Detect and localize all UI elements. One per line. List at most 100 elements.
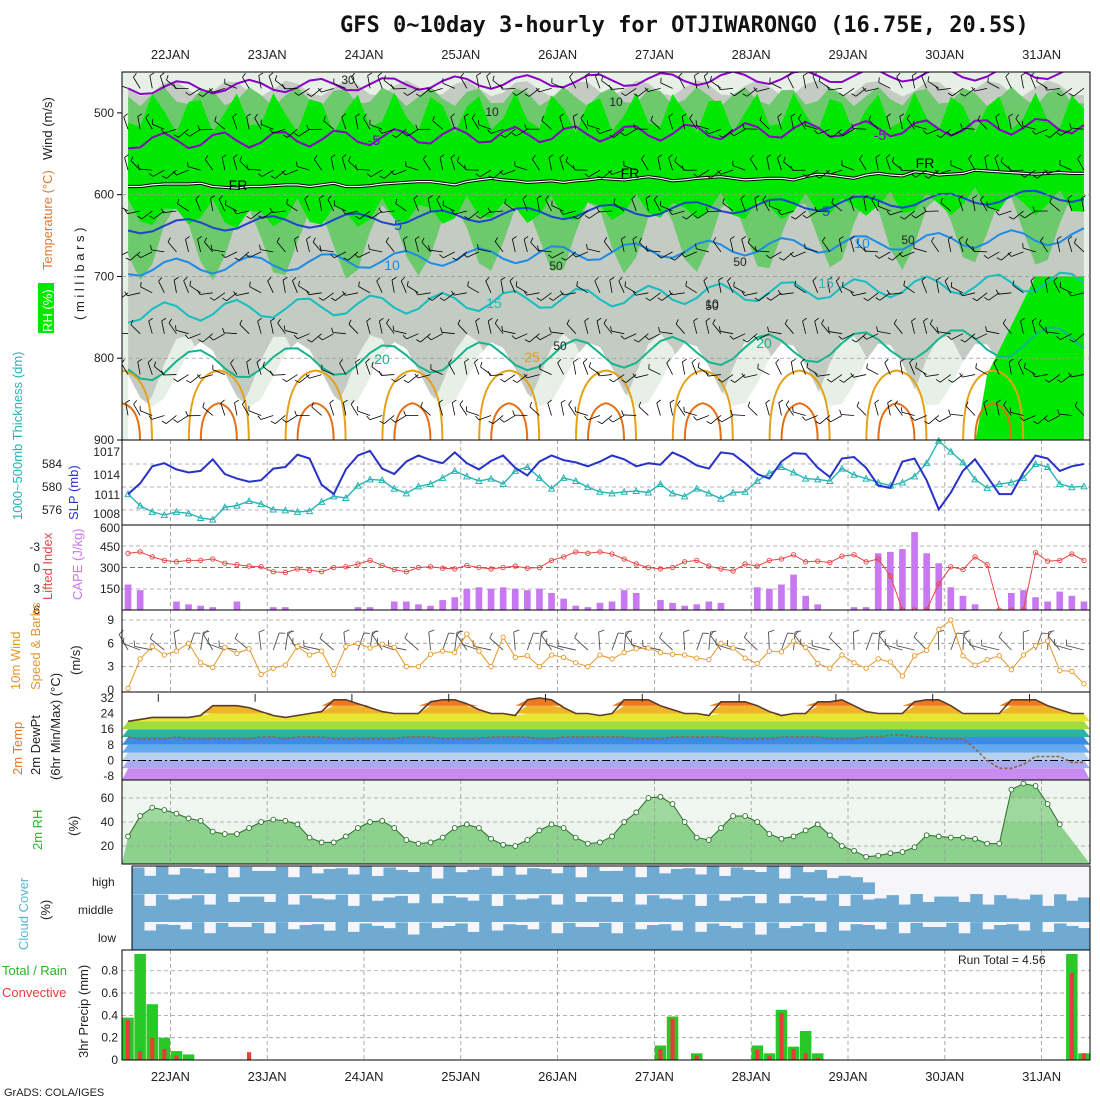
cape-bar (499, 587, 507, 610)
wind-barb (189, 285, 201, 294)
wind-barb-flag (827, 134, 833, 138)
rh-marker (1020, 780, 1027, 787)
wind-barb-flag (802, 317, 807, 322)
cloud-bar (814, 931, 828, 950)
wind-barb (696, 248, 709, 253)
precip-conv-bar (150, 1037, 155, 1060)
wind10-barb-flag (768, 629, 775, 633)
cloud-bar (132, 922, 145, 950)
thickness-marker (753, 476, 762, 484)
wind-barb (286, 203, 298, 212)
wind-barb (865, 87, 879, 92)
wind10-barb (998, 636, 1012, 651)
wind-barb-flag (122, 359, 125, 364)
rh-marker (839, 843, 845, 849)
wind-barb (249, 251, 262, 258)
wind-barb (765, 402, 770, 416)
wind-barb-flag (947, 335, 952, 340)
wind-barb (623, 414, 637, 416)
wind-barb (806, 169, 818, 178)
wind-barb (938, 169, 951, 175)
wind-barb-flag (603, 318, 607, 324)
wind-barb-flag (784, 319, 788, 324)
wind-barb-flag (876, 326, 878, 332)
wind-barb (975, 367, 988, 375)
wind10-tick: 9 (107, 613, 114, 627)
wind-barb-flag (245, 253, 250, 258)
wind-barb-flag (705, 371, 709, 377)
wind10-marker (210, 664, 216, 671)
wind-barb-flag (1033, 421, 1038, 425)
wind-barb (124, 157, 129, 171)
wind-barb (793, 411, 806, 416)
lifted-index-marker (790, 552, 797, 558)
wind-barb (277, 322, 286, 334)
wind-barb-flag (195, 195, 200, 200)
temp2m-axis-label-b: 2m DewPt (28, 715, 43, 775)
wind-barb (431, 333, 443, 341)
cloud-bar (886, 895, 899, 922)
wind-barb-flag (1024, 362, 1026, 368)
wind-barb-flag (512, 92, 517, 96)
wind-barb-flag (269, 208, 273, 213)
rh-marker (560, 825, 567, 831)
cloud-bar (551, 933, 564, 950)
wind-barb-flag (306, 124, 310, 130)
wind-barb-flag (767, 326, 770, 332)
wind10-marker (1032, 643, 1039, 649)
wind-barb-flag (451, 209, 455, 215)
cape-bar (173, 601, 180, 610)
lifted-index-marker (210, 556, 216, 562)
wind10-barb (207, 643, 226, 651)
wind-barb-flag (529, 401, 533, 407)
wind-barb (720, 87, 734, 91)
wind-barb (1049, 202, 1061, 212)
wind-barb (515, 333, 528, 340)
wind-barb-flag (258, 215, 263, 219)
wind-barb (821, 323, 831, 334)
wind-barb-flag (1012, 280, 1015, 286)
cape-bar (463, 588, 471, 610)
wind10-marker (875, 656, 881, 662)
wind-barb (819, 169, 831, 179)
wind-barb-flag (530, 237, 534, 243)
wind-barb (166, 169, 177, 179)
wind-barb (769, 205, 782, 212)
wind10-barb (828, 636, 843, 651)
wind-barb-flag (523, 236, 529, 240)
lifted-index-marker (476, 564, 482, 571)
thickness-marker (547, 484, 556, 492)
cloud-bar (670, 868, 684, 894)
wind-barb-flag (693, 416, 698, 421)
wind-barb (911, 320, 915, 334)
wind10-barb-flag (853, 629, 860, 633)
wind10-marker (524, 653, 530, 659)
wind-barb (775, 362, 782, 375)
thickness-marker (959, 458, 967, 466)
wind-barb (856, 242, 867, 253)
temp-contour-15 (127, 271, 1085, 324)
wind-barb (1044, 279, 1049, 293)
wind-barb (573, 361, 577, 375)
wind-barb (306, 239, 310, 253)
wind-barb-flag (149, 72, 155, 76)
wind-barb-flag (886, 289, 890, 295)
wind-barb-flag (239, 319, 243, 325)
lifted-index-marker (573, 549, 579, 555)
wind-barb (195, 198, 202, 212)
wind-barb-flag (850, 291, 854, 296)
wind-barb-flag (1008, 166, 1011, 171)
wind-barb (526, 374, 540, 379)
wind-barb (547, 402, 552, 416)
wind-barb (624, 333, 637, 340)
wind-barb (871, 199, 879, 212)
rh-marker (1008, 786, 1015, 793)
rh-marker (778, 835, 785, 842)
wind-barb (647, 250, 661, 253)
temp-contour-30 (683, 402, 722, 440)
wind-barb-flag (915, 362, 918, 368)
top-date-label: 31JAN (1022, 47, 1061, 62)
wind-barb (220, 403, 226, 416)
cloud-bar (874, 929, 887, 950)
